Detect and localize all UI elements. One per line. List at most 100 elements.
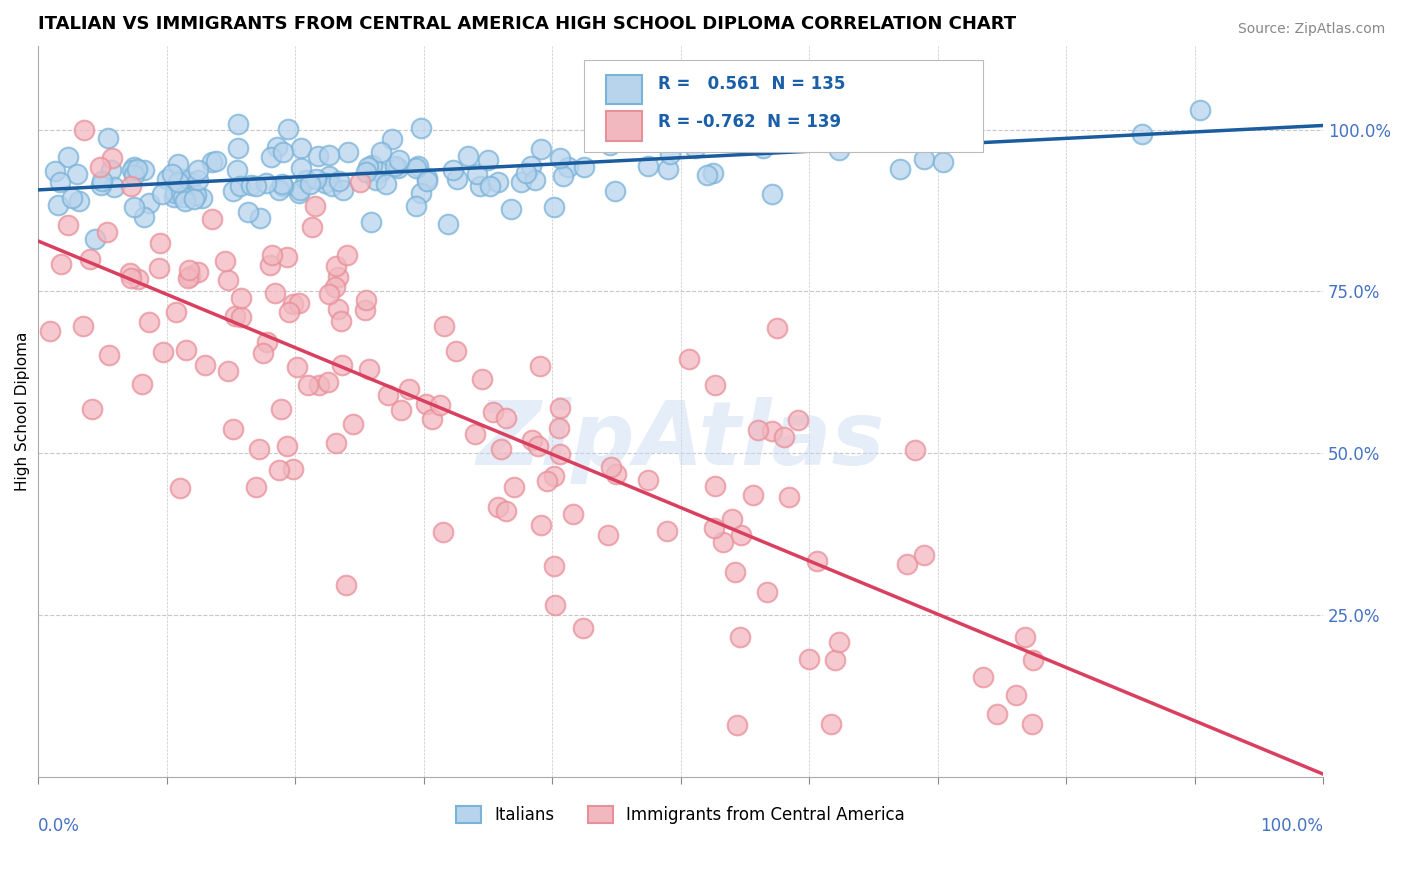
- Point: [387, 161, 409, 176]
- Point: [330, 313, 353, 327]
- Point: [176, 270, 198, 285]
- Point: [495, 411, 517, 425]
- Point: [515, 166, 537, 180]
- Point: [222, 184, 245, 198]
- Point: [482, 404, 505, 418]
- Point: [67, 194, 90, 208]
- Point: [405, 199, 427, 213]
- Point: [658, 146, 681, 161]
- Point: [932, 154, 955, 169]
- Y-axis label: High School Diploma: High School Diploma: [15, 332, 30, 491]
- Point: [152, 344, 174, 359]
- Point: [787, 413, 810, 427]
- Point: [101, 151, 124, 165]
- Point: [603, 130, 626, 145]
- Point: [676, 103, 699, 118]
- Point: [503, 479, 526, 493]
- Point: [336, 145, 359, 160]
- Point: [121, 163, 143, 178]
- Point: [325, 436, 347, 450]
- Point: [636, 123, 658, 137]
- Point: [605, 467, 627, 481]
- Point: [820, 717, 842, 731]
- Point: [297, 377, 319, 392]
- Point: [444, 344, 467, 359]
- Point: [356, 160, 378, 174]
- Point: [201, 155, 224, 169]
- Point: [318, 169, 340, 183]
- Point: [245, 481, 267, 495]
- Point: [179, 269, 201, 284]
- Point: [122, 200, 145, 214]
- Point: [290, 141, 312, 155]
- Point: [103, 179, 125, 194]
- Point: [713, 535, 735, 549]
- Point: [323, 279, 346, 293]
- Point: [543, 469, 565, 483]
- Point: [433, 318, 456, 333]
- Point: [806, 554, 828, 568]
- Point: [523, 173, 546, 187]
- Point: [520, 434, 543, 448]
- Point: [778, 490, 800, 504]
- Point: [1130, 128, 1153, 142]
- Point: [477, 153, 499, 168]
- Point: [239, 178, 262, 192]
- Point: [889, 161, 911, 176]
- Point: [896, 558, 918, 572]
- Point: [249, 211, 271, 225]
- Point: [226, 116, 249, 130]
- Point: [725, 718, 748, 732]
- Point: [824, 653, 846, 667]
- Point: [204, 153, 226, 168]
- Point: [349, 175, 371, 189]
- Point: [122, 168, 145, 182]
- Point: [66, 167, 89, 181]
- Point: [281, 462, 304, 476]
- Point: [90, 174, 112, 188]
- Point: [962, 103, 984, 118]
- Point: [730, 528, 752, 542]
- Point: [702, 166, 724, 180]
- Point: [1014, 630, 1036, 644]
- Point: [90, 178, 112, 192]
- Point: [370, 145, 392, 160]
- Point: [637, 159, 659, 173]
- Point: [238, 204, 260, 219]
- Point: [703, 479, 725, 493]
- Point: [288, 183, 311, 197]
- Point: [384, 159, 406, 173]
- Point: [179, 175, 201, 189]
- Point: [80, 401, 103, 416]
- Point: [224, 310, 246, 324]
- Point: [572, 621, 595, 635]
- Point: [330, 358, 353, 372]
- Point: [657, 161, 679, 176]
- Point: [543, 598, 565, 612]
- Point: [742, 487, 765, 501]
- Point: [165, 304, 187, 318]
- Text: R = -0.762  N = 139: R = -0.762 N = 139: [658, 113, 841, 131]
- Point: [169, 186, 191, 200]
- Point: [724, 565, 747, 579]
- Point: [557, 161, 579, 175]
- Point: [318, 287, 340, 301]
- Point: [411, 121, 433, 136]
- Point: [354, 302, 377, 317]
- Point: [388, 153, 411, 167]
- Point: [277, 305, 299, 319]
- Point: [408, 159, 430, 173]
- Point: [174, 194, 197, 208]
- Point: [328, 269, 350, 284]
- Point: [304, 199, 326, 213]
- Point: [543, 200, 565, 214]
- Point: [495, 504, 517, 518]
- Point: [536, 474, 558, 488]
- Point: [217, 273, 239, 287]
- Point: [747, 423, 769, 437]
- Point: [501, 202, 523, 217]
- Point: [530, 142, 553, 156]
- Point: [72, 318, 94, 333]
- Point: [100, 163, 122, 178]
- Point: [548, 151, 571, 165]
